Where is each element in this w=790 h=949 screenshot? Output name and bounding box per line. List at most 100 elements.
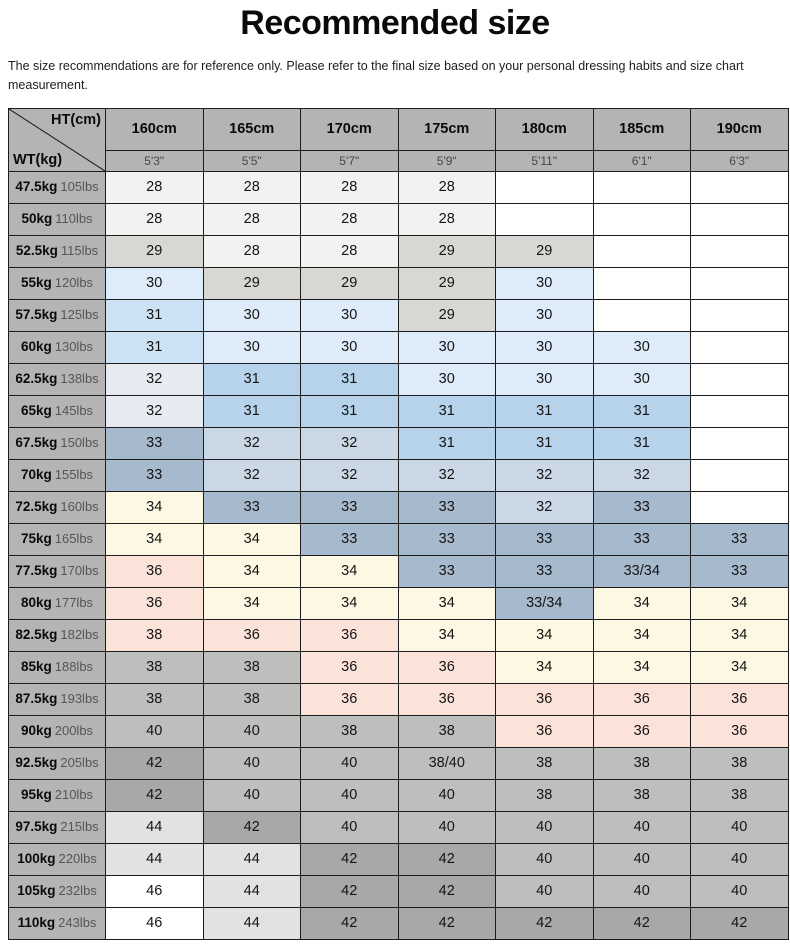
- size-cell: 40: [495, 842, 594, 876]
- size-cell: 34: [592, 618, 691, 652]
- weight-row-67.5kg: 67.5kg 150lbs 33 32 32 31 31 31: [8, 426, 789, 460]
- row-header-weight: 90kg 200lbs: [8, 714, 106, 748]
- size-cell: 40: [690, 874, 789, 908]
- size-cell: 40: [495, 810, 594, 844]
- size-cell: 36: [300, 618, 399, 652]
- size-cell: 29: [397, 298, 496, 332]
- size-cell: 30: [495, 266, 594, 300]
- size-cell: 33: [300, 522, 399, 556]
- size-cell: 36: [592, 714, 691, 748]
- size-cell: [690, 362, 789, 396]
- size-cell: 36: [300, 650, 399, 684]
- row-header-weight: 72.5kg 160lbs: [8, 490, 106, 524]
- weight-kg-label: 52.5kg: [15, 243, 58, 259]
- size-cell: 32: [300, 426, 399, 460]
- size-cell: 29: [202, 266, 301, 300]
- size-cell: [690, 170, 789, 204]
- size-cell: 40: [690, 810, 789, 844]
- size-cell: 33/34: [592, 554, 691, 588]
- size-cell: 30: [397, 330, 496, 364]
- size-cell: 36: [690, 682, 789, 716]
- weight-row-80kg: 80kg 177lbs 36 34 34 34 33/34 34 34: [8, 586, 789, 620]
- size-cell: 31: [397, 426, 496, 460]
- col-header-ft-165cm: 5'5": [202, 149, 301, 172]
- row-header-weight: 80kg 177lbs: [8, 586, 106, 620]
- weight-lbs-label: 155lbs: [54, 467, 94, 483]
- col-header-cm-170cm: 170cm: [300, 107, 399, 151]
- row-header-weight: 55kg 120lbs: [8, 266, 106, 300]
- size-cell: 33: [397, 554, 496, 588]
- size-cell: 32: [495, 458, 594, 492]
- size-cell: 38: [495, 746, 594, 780]
- weight-row-110kg: 110kg 243lbs 46 44 42 42 42 42 42: [8, 906, 789, 940]
- row-header-weight: 92.5kg 205lbs: [8, 746, 106, 780]
- size-cell: 30: [300, 298, 399, 332]
- header-row-ft: 5'3" 5'5" 5'7" 5'9" 5'11" 6'1" 6'3": [9, 149, 789, 172]
- weight-lbs-label: 165lbs: [54, 531, 94, 547]
- weight-kg-label: 55kg: [20, 275, 52, 291]
- row-header-weight: 67.5kg 150lbs: [8, 426, 106, 460]
- row-header-weight: 85kg 188lbs: [8, 650, 106, 684]
- size-cell: 40: [202, 746, 301, 780]
- row-header-weight: 82.5kg 182lbs: [8, 618, 106, 652]
- size-cell: 44: [202, 874, 301, 908]
- size-cell: 32: [495, 490, 594, 524]
- col-header-ft-160cm: 5'3": [105, 149, 204, 172]
- weight-row-87.5kg: 87.5kg 193lbs 38 38 36 36 36 36 36: [8, 682, 789, 716]
- row-header-weight: 97.5kg 215lbs: [8, 810, 106, 844]
- size-cell: 32: [202, 426, 301, 460]
- size-cell: 34: [202, 554, 301, 588]
- weight-lbs-label: 145lbs: [54, 403, 94, 419]
- weight-row-85kg: 85kg 188lbs 38 38 36 36 34 34 34: [8, 650, 789, 684]
- weight-lbs-label: 177lbs: [54, 595, 94, 611]
- weight-kg-label: 87.5kg: [15, 691, 58, 707]
- weight-row-60kg: 60kg 130lbs 31 30 30 30 30 30: [8, 330, 789, 364]
- size-cell: 28: [397, 202, 496, 236]
- size-cell: 33: [690, 522, 789, 556]
- size-cell: 38: [202, 650, 301, 684]
- weight-row-100kg: 100kg 220lbs 44 44 42 42 40 40 40: [8, 842, 789, 876]
- size-cell: 38: [105, 650, 204, 684]
- size-cell: [690, 234, 789, 268]
- size-cell: 40: [592, 842, 691, 876]
- size-cell: 31: [300, 362, 399, 396]
- col-header-cm-180cm: 180cm: [495, 107, 594, 151]
- size-cell: 42: [592, 906, 691, 940]
- size-cell: [690, 298, 789, 332]
- size-cell: 30: [397, 362, 496, 396]
- size-cell: 33/34: [495, 586, 594, 620]
- row-header-weight: 52.5kg 115lbs: [8, 234, 106, 268]
- weight-kg-label: 65kg: [20, 403, 52, 419]
- size-cell: 38: [300, 714, 399, 748]
- weight-kg-label: 72.5kg: [15, 499, 58, 515]
- size-cell: 34: [202, 522, 301, 556]
- col-header-cm-160cm: 160cm: [105, 107, 204, 151]
- size-cell: 44: [202, 906, 301, 940]
- size-cell: 28: [300, 202, 399, 236]
- weight-row-47.5kg: 47.5kg 105lbs 28 28 28 28: [8, 170, 789, 204]
- size-cell: 33: [397, 522, 496, 556]
- weight-kg-label: 105kg: [17, 883, 56, 899]
- col-header-ft-170cm: 5'7": [300, 149, 399, 172]
- corner-height-label: HT(cm): [51, 111, 101, 128]
- weight-kg-label: 70kg: [20, 467, 52, 483]
- weight-lbs-label: 170lbs: [60, 563, 99, 579]
- weight-lbs-label: 130lbs: [54, 339, 94, 355]
- weight-lbs-label: 243lbs: [58, 915, 97, 931]
- size-cell: 31: [105, 298, 204, 332]
- col-header-ft-175cm: 5'9": [397, 149, 496, 172]
- size-cell: 42: [105, 778, 204, 812]
- size-cell: [690, 458, 789, 492]
- weight-kg-label: 77.5kg: [15, 563, 58, 579]
- weight-lbs-label: 193lbs: [60, 691, 99, 707]
- weight-kg-label: 97.5kg: [15, 819, 58, 835]
- weight-row-50kg: 50kg 110lbs 28 28 28 28: [8, 202, 789, 236]
- row-header-weight: 110kg 243lbs: [8, 906, 106, 940]
- size-cell: 34: [690, 650, 789, 684]
- row-header-weight: 100kg 220lbs: [8, 842, 106, 876]
- weight-row-97.5kg: 97.5kg 215lbs 44 42 40 40 40 40 40: [8, 810, 789, 844]
- size-cell: 31: [397, 394, 496, 428]
- row-header-weight: 62.5kg 138lbs: [8, 362, 106, 396]
- weight-row-77.5kg: 77.5kg 170lbs 36 34 34 33 33 33/34 33: [8, 554, 789, 588]
- size-cell: 36: [202, 618, 301, 652]
